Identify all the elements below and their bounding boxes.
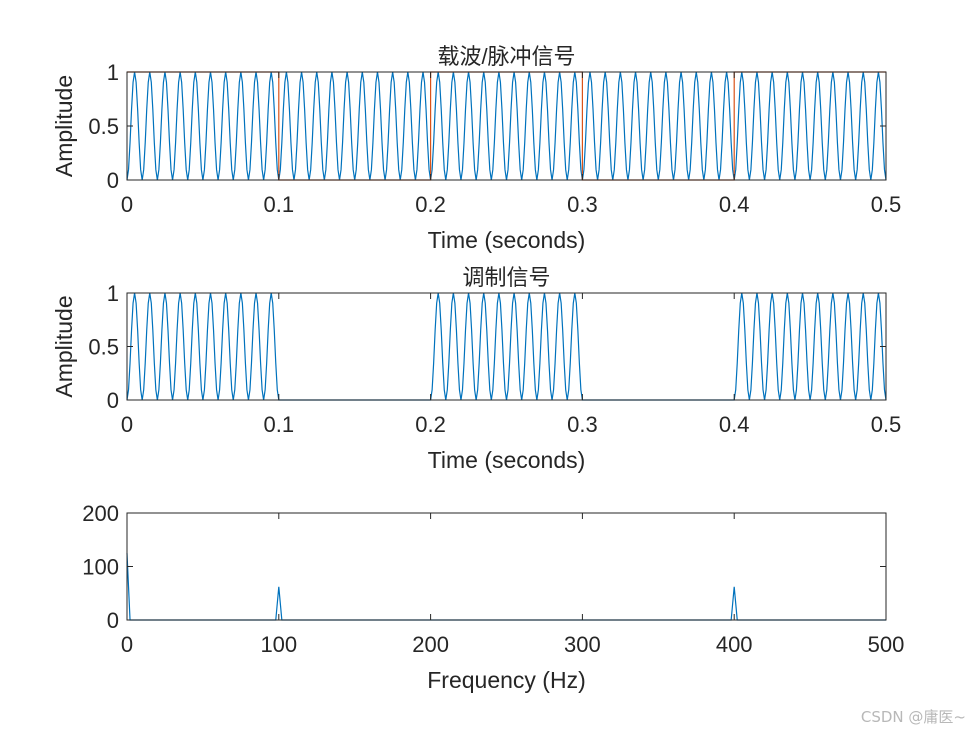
chart1-xtick-label: 0.3 [567, 192, 598, 217]
chart2-ytick-label: 0.5 [88, 335, 119, 360]
chart3-xtick-label: 500 [868, 632, 905, 657]
chart3-xlabel: Frequency (Hz) [427, 667, 585, 693]
chart1-series-1-carrier-line [126, 71, 887, 181]
chart2-ytick-label: 0 [107, 388, 119, 413]
chart3-xtick-label: 300 [564, 632, 601, 657]
chart1-xtick-label: 0.4 [719, 192, 750, 217]
chart2-series-1-modulated-line [126, 292, 887, 401]
chart1-xtick-label: 0.2 [415, 192, 446, 217]
chart3-xtick-label: 200 [412, 632, 449, 657]
chart2-xtick-label: 0.4 [719, 412, 750, 437]
chart1-xtick-label: 0.5 [871, 192, 902, 217]
chart1-xlabel: Time (seconds) [428, 227, 586, 253]
chart3-plot-frame [126, 512, 887, 621]
watermark: CSDN @庸医~ [860, 708, 966, 726]
chart1-xtick-label: 0.1 [264, 192, 295, 217]
chart2-xtick-label: 0.2 [415, 412, 446, 437]
chart1-axes [126, 71, 887, 181]
chart3-xtick-label: 0 [121, 632, 133, 657]
chart2-title: 调制信号 [462, 265, 550, 290]
chart3-ytick-label: 100 [82, 555, 119, 580]
chart2-ylabel: Amplitude [51, 295, 77, 397]
chart3-xtick-label: 400 [716, 632, 753, 657]
chart2-xtick-label: 0.5 [871, 412, 902, 437]
chart1-ytick-label: 0.5 [88, 114, 119, 139]
chart2-xtick-label: 0.3 [567, 412, 598, 437]
chart1-series-2-pulse-line [127, 71, 886, 181]
chart1-plot-frame [126, 71, 887, 181]
chart2-ytick-label: 1 [107, 281, 119, 306]
chart2-xtick-label: 0.1 [264, 412, 295, 437]
chart1-ytick-label: 0 [107, 168, 119, 193]
chart1-ytick-label: 1 [107, 60, 119, 85]
chart2-xtick-label: 0 [121, 412, 133, 437]
chart1-title: 载波/脉冲信号 [437, 44, 575, 69]
chart1-xtick-label: 0 [121, 192, 133, 217]
chart2-xlabel: Time (seconds) [428, 447, 586, 473]
chart3-xtick-label: 100 [260, 632, 297, 657]
chart3-axes [126, 512, 887, 621]
chart3-ytick-label: 0 [107, 608, 119, 633]
chart3-ytick-label: 200 [82, 501, 119, 526]
chart1-ylabel: Amplitude [51, 75, 77, 177]
chart2-plot-frame [126, 292, 887, 401]
chart3-series-1-spectrum-line [126, 553, 886, 621]
chart2-axes [126, 292, 887, 401]
